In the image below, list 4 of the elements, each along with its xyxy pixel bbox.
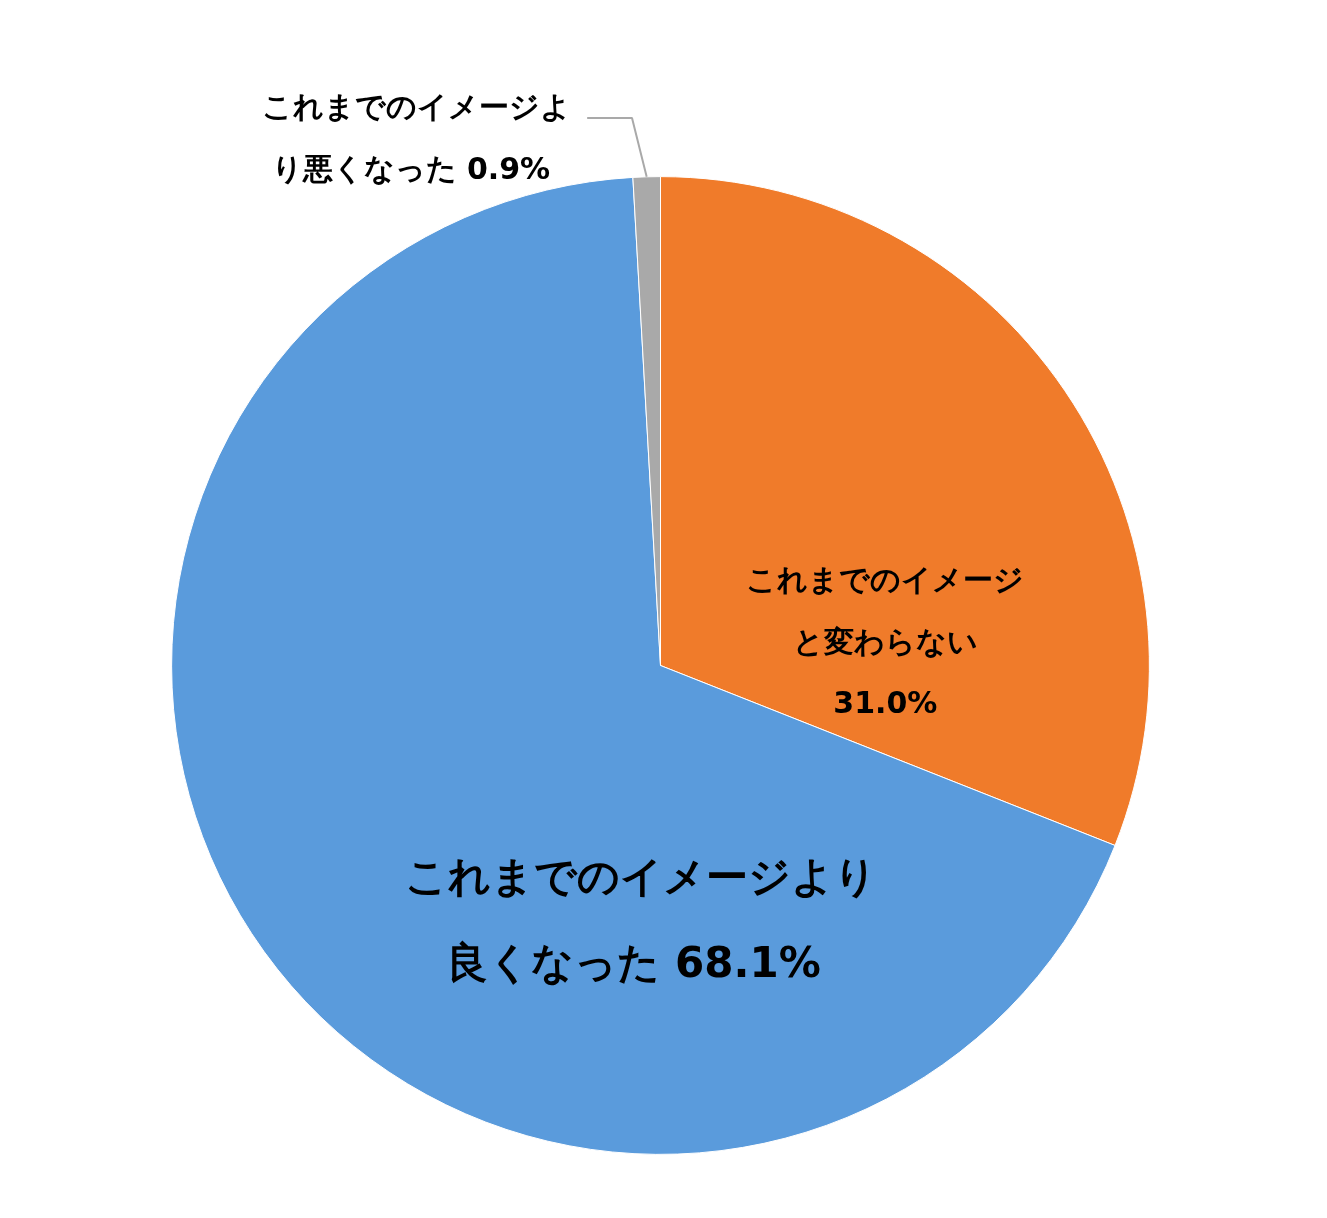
data-label: 31.0% xyxy=(833,684,938,720)
slice-label: これまでのイメージと変わらない xyxy=(746,562,1025,659)
slice-label: これまでのイメージより良くなった 68.1% xyxy=(404,852,877,988)
slice-label: これまでのイメージより悪くなった 0.9% xyxy=(261,89,571,186)
